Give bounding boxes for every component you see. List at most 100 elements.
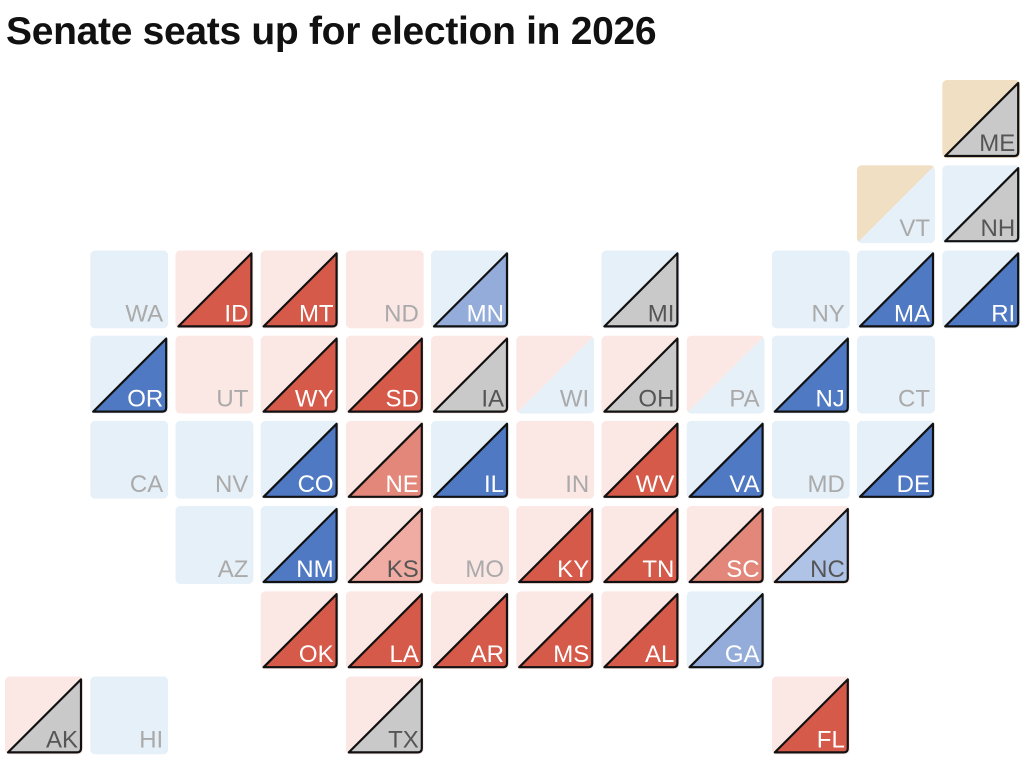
- state-tile-ok[interactable]: OK: [260, 591, 339, 670]
- state-tile-ia[interactable]: IA: [431, 335, 509, 414]
- state-label: KY: [557, 556, 589, 583]
- state-label: NH: [981, 215, 1016, 242]
- state-tile-de[interactable]: DE: [857, 420, 935, 499]
- race-triangle: [92, 337, 168, 413]
- state-tile-ri[interactable]: RI: [942, 250, 1021, 329]
- state-tile-sc[interactable]: SC: [686, 506, 765, 584]
- state-label: NM: [296, 556, 333, 583]
- state-tile-nv[interactable]: NV: [175, 420, 254, 499]
- state-tile-ca[interactable]: CA: [90, 420, 169, 499]
- state-tile-nh[interactable]: NH: [942, 165, 1021, 244]
- state-label: MD: [807, 471, 844, 498]
- race-triangle: [603, 593, 679, 669]
- race-triangle: [262, 337, 338, 413]
- race-triangle: [262, 252, 338, 328]
- state-label: MT: [299, 300, 334, 327]
- state-tile-ct[interactable]: CT: [857, 335, 935, 414]
- state-tile-co[interactable]: CO: [260, 420, 339, 499]
- state-label: AR: [471, 641, 504, 668]
- tile-background: [857, 335, 935, 414]
- state-tile-md[interactable]: MD: [771, 420, 850, 499]
- state-tile-id[interactable]: ID: [175, 250, 254, 329]
- state-label: TX: [388, 726, 419, 753]
- state-tile-ar[interactable]: AR: [431, 591, 509, 670]
- state-label: WY: [295, 386, 334, 413]
- tile-background: [516, 420, 595, 499]
- state-tile-tx[interactable]: TX: [345, 676, 424, 755]
- state-tile-oh[interactable]: OH: [601, 335, 680, 414]
- state-label: UT: [216, 386, 248, 413]
- state-tile-hi[interactable]: HI: [90, 676, 169, 755]
- state-tile-sd[interactable]: SD: [345, 335, 424, 414]
- state-label: HI: [139, 726, 163, 753]
- state-label: DE: [897, 471, 930, 498]
- state-tile-vt[interactable]: VT: [857, 165, 935, 244]
- state-tile-or[interactable]: OR: [90, 335, 169, 414]
- state-tile-mt[interactable]: MT: [260, 250, 339, 329]
- state-tile-ne[interactable]: NE: [345, 420, 424, 499]
- tile-background: [431, 506, 509, 584]
- state-tile-wy[interactable]: WY: [260, 335, 339, 414]
- state-label: PA: [729, 386, 759, 413]
- state-tile-fl[interactable]: FL: [771, 676, 850, 755]
- state-tile-la[interactable]: LA: [345, 591, 424, 670]
- state-tile-ut[interactable]: UT: [175, 335, 254, 414]
- race-triangle: [858, 422, 935, 498]
- race-triangle: [347, 507, 423, 584]
- race-triangle: [262, 507, 338, 584]
- state-label: IN: [565, 471, 589, 498]
- state-tile-ks[interactable]: KS: [345, 506, 424, 584]
- state-label: KS: [387, 556, 419, 583]
- state-tile-az[interactable]: AZ: [175, 506, 254, 584]
- state-tile-me[interactable]: ME: [942, 80, 1021, 158]
- state-label: VA: [729, 471, 759, 498]
- race-triangle: [262, 422, 338, 498]
- race-triangle: [347, 422, 423, 498]
- state-tile-al[interactable]: AL: [601, 591, 680, 670]
- state-tile-nd[interactable]: ND: [345, 250, 424, 329]
- state-tile-mn[interactable]: MN: [431, 250, 509, 329]
- state-label: SD: [385, 386, 418, 413]
- state-tile-nc[interactable]: NC: [771, 506, 850, 584]
- state-tile-ms[interactable]: MS: [516, 591, 595, 670]
- race-triangle: [603, 422, 679, 498]
- state-tile-pa[interactable]: PA: [686, 335, 765, 414]
- state-tile-il[interactable]: IL: [431, 420, 509, 499]
- race-triangle: [432, 593, 509, 669]
- race-triangle: [432, 252, 509, 328]
- state-tile-wi[interactable]: WI: [516, 335, 595, 414]
- state-label: WV: [636, 471, 675, 498]
- state-tile-nj[interactable]: NJ: [771, 335, 850, 414]
- state-tile-mo[interactable]: MO: [431, 506, 509, 584]
- state-tile-wv[interactable]: WV: [601, 420, 680, 499]
- state-label: AK: [46, 726, 78, 753]
- state-label: NV: [215, 471, 248, 498]
- race-triangle: [688, 593, 764, 669]
- state-tile-tn[interactable]: TN: [601, 506, 680, 584]
- state-tile-ma[interactable]: MA: [857, 250, 935, 329]
- state-label: SC: [726, 556, 759, 583]
- state-tile-mi[interactable]: MI: [601, 250, 680, 329]
- race-triangle: [773, 507, 849, 584]
- page-title: Senate seats up for election in 2026: [6, 10, 657, 53]
- race-triangle: [432, 337, 509, 413]
- state-label: AL: [645, 641, 674, 668]
- race-triangle: [944, 167, 1020, 243]
- state-tile-ak[interactable]: AK: [5, 676, 83, 755]
- state-label: TN: [642, 556, 674, 583]
- state-tile-va[interactable]: VA: [686, 420, 765, 499]
- race-triangle: [518, 593, 594, 669]
- state-label: VT: [899, 215, 930, 242]
- state-tile-ky[interactable]: KY: [516, 506, 595, 584]
- tile-background: [771, 250, 850, 329]
- state-tile-ny[interactable]: NY: [771, 250, 850, 329]
- state-label: ND: [384, 300, 419, 327]
- state-label: NC: [810, 556, 845, 583]
- race-triangle: [688, 507, 764, 584]
- state-tile-nm[interactable]: NM: [260, 506, 339, 584]
- state-label: LA: [389, 641, 418, 668]
- state-tile-wa[interactable]: WA: [90, 250, 169, 329]
- state-tile-ga[interactable]: GA: [686, 591, 765, 670]
- state-tile-in[interactable]: IN: [516, 420, 595, 499]
